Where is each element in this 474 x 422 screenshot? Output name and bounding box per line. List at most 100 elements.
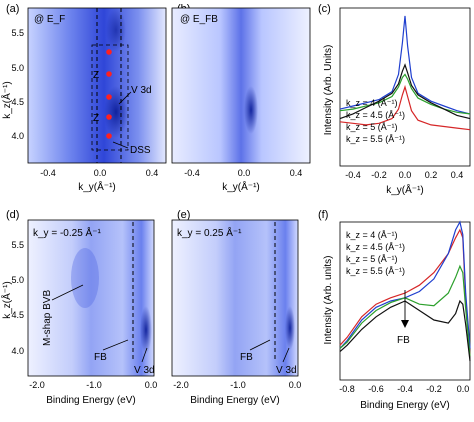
panel-f-xtick: -0.6 bbox=[368, 384, 384, 394]
panel-a-marker bbox=[106, 94, 112, 100]
panel-label-c: (c) bbox=[318, 3, 331, 15]
panel-e-hotspot bbox=[285, 306, 295, 350]
panel-b-xlabel: k_y(Å⁻¹) bbox=[222, 180, 260, 193]
panel-f: k_z = 4 (Å⁻¹) k_z = 4.5 (Å⁻¹) k_z = 5 (Å⁻¹… bbox=[323, 220, 471, 411]
panel-e-xtick: 0.0 bbox=[289, 380, 302, 390]
panel-c-xtick: 0.2 bbox=[425, 170, 438, 180]
panel-a-note: @ E_F bbox=[34, 14, 65, 25]
panel-a-marker bbox=[106, 71, 112, 77]
panel-b-plot-area bbox=[171, 7, 311, 164]
series-line-3 bbox=[339, 299, 471, 362]
series-line-1 bbox=[339, 220, 471, 349]
legend-entry-3: k_z = 5.5 (Å⁻¹) bbox=[346, 134, 405, 144]
panel-f-legend: k_z = 4 (Å⁻¹) k_z = 4.5 (Å⁻¹) k_z = 5 (Å⁻¹… bbox=[346, 230, 405, 276]
panel-c-xlabel: k_y(Å⁻¹) bbox=[386, 183, 424, 196]
panel-a-bracket-box bbox=[91, 44, 129, 151]
panel-label-e: (e) bbox=[177, 209, 190, 221]
panel-e-xtick: -1.0 bbox=[230, 380, 246, 390]
panel-e-fb-pointer bbox=[249, 339, 271, 351]
legend-entry-2: k_z = 5 (Å⁻¹) bbox=[346, 122, 398, 132]
panel-d-band bbox=[71, 248, 99, 308]
series-line-2 bbox=[339, 264, 471, 357]
panel-d-note: k_y = -0.25 Å⁻¹ bbox=[33, 226, 101, 239]
panel-a-marker bbox=[106, 114, 112, 120]
panel-f-annotation-fb: FB bbox=[397, 335, 410, 346]
panel-c-xtick: -0.4 bbox=[345, 170, 361, 180]
panel-d-xtick: -2.0 bbox=[29, 380, 45, 390]
panel-b-xtick: 0.4 bbox=[290, 168, 303, 178]
panel-label-a: (a) bbox=[6, 3, 19, 15]
panel-d-xtick: 0.0 bbox=[145, 380, 158, 390]
panel-e-v3d-pointer bbox=[282, 347, 290, 363]
panel-label-d: (d) bbox=[6, 209, 19, 221]
panel-e-plot-area bbox=[171, 219, 299, 377]
panel-a-xtick: 0.0 bbox=[94, 168, 107, 178]
panel-d-v3d-pointer bbox=[141, 347, 148, 363]
panel-e: k_y = 0.25 Å⁻¹ FB V 3d -2.0 -1.0 0.0 Bin… bbox=[171, 219, 302, 406]
panel-a-annotation-z-lower: Z bbox=[93, 113, 99, 124]
panel-d-ylabel: k_z(Å⁻¹) bbox=[0, 281, 13, 319]
panel-f-xlabel: Binding Energy (eV) bbox=[360, 400, 450, 411]
panel-e-annotation-v3d: V 3d bbox=[276, 365, 297, 376]
panel-c-xtick: -0.2 bbox=[371, 170, 387, 180]
panel-f-fb-arrowhead bbox=[401, 320, 409, 328]
panel-a-xtick: 0.4 bbox=[146, 168, 159, 178]
panel-d-bvb-pointer bbox=[51, 284, 84, 301]
panel-f-xtick: -0.2 bbox=[426, 384, 442, 394]
panel-a-xtick: -0.4 bbox=[40, 168, 56, 178]
panel-b-xtick: 0.0 bbox=[238, 168, 251, 178]
panel-a-ylabel: k_z(Å⁻¹) bbox=[0, 81, 13, 119]
panel-e-xlabel: Binding Energy (eV) bbox=[190, 395, 280, 406]
panel-a-marker bbox=[106, 133, 112, 139]
panel-a: @ E_F Z Z V 3d DSS 5.5 5.0 4.5 4.0 -0.4 … bbox=[0, 7, 167, 193]
panel-b-hotspot bbox=[244, 86, 258, 134]
panel-d-annotation-bvb: M-shap BVB bbox=[42, 290, 53, 346]
panel-b-xtick: -0.4 bbox=[184, 168, 200, 178]
series-line-0 bbox=[339, 84, 471, 131]
legend-entry-0: k_z = 4 (Å⁻¹) bbox=[346, 230, 398, 240]
panel-d-xtick: -1.0 bbox=[86, 380, 102, 390]
legend-entry-2: k_z = 5 (Å⁻¹) bbox=[346, 254, 398, 264]
panel-d: k_y = -0.25 Å⁻¹ M-shap BVB FB V 3d 5.5 5… bbox=[0, 219, 158, 406]
panel-a-v3d-pointer bbox=[118, 91, 132, 105]
panel-a-marker bbox=[106, 49, 112, 55]
panel-a-dss-pointer bbox=[112, 141, 129, 149]
panel-b-note: @ E_FB bbox=[180, 14, 218, 25]
legend-entry-1: k_z = 4.5 (Å⁻¹) bbox=[346, 242, 405, 252]
panel-e-xtick: -2.0 bbox=[173, 380, 189, 390]
panel-d-ytick: 5.5 bbox=[11, 240, 24, 250]
panel-f-xtick: 0.0 bbox=[457, 384, 470, 394]
panel-d-ytick: 4.0 bbox=[11, 346, 24, 356]
panel-e-annotation-fb: FB bbox=[240, 352, 253, 363]
panel-c-xtick: 0.4 bbox=[451, 170, 464, 180]
panel-c-legend: k_z = 4 (Å⁻¹) k_z = 4.5 (Å⁻¹) k_z = 5 (Å⁻¹… bbox=[346, 98, 405, 144]
panel-d-hotspot bbox=[140, 306, 152, 354]
panel-c: k_z = 4 (Å⁻¹) k_z = 4.5 (Å⁻¹) k_z = 5 (Å⁻¹… bbox=[323, 7, 471, 196]
legend-entry-3: k_z = 5.5 (Å⁻¹) bbox=[346, 266, 405, 276]
panel-e-note: k_y = 0.25 Å⁻¹ bbox=[177, 226, 242, 239]
panel-c-xtick: 0.0 bbox=[399, 170, 412, 180]
panel-a-hotspot bbox=[104, 86, 128, 138]
series-line-3 bbox=[339, 63, 471, 120]
panel-b: @ E_FB -0.4 0.0 0.4 k_y(Å⁻¹) bbox=[171, 7, 311, 193]
panel-a-ytick: 4.5 bbox=[11, 97, 24, 107]
panel-a-annotation-dss: DSS bbox=[130, 145, 151, 156]
panel-c-lines bbox=[339, 15, 471, 131]
legend-entry-0: k_z = 4 (Å⁻¹) bbox=[346, 98, 398, 108]
panel-a-xlabel: k_y(Å⁻¹) bbox=[78, 180, 116, 193]
panel-f-xtick: -0.8 bbox=[339, 384, 355, 394]
panel-f-xtick: -0.4 bbox=[397, 384, 413, 394]
panel-a-ytick: 5.0 bbox=[11, 63, 24, 73]
panel-d-ytick: 4.5 bbox=[11, 310, 24, 320]
panel-a-ytick: 4.0 bbox=[11, 131, 24, 141]
series-line-1 bbox=[339, 15, 471, 115]
panel-a-annotation-z-upper: Z bbox=[93, 70, 99, 81]
panel-a-ytick: 5.5 bbox=[11, 28, 24, 38]
panel-d-annotation-v3d: V 3d bbox=[134, 365, 155, 376]
panel-d-fb-pointer bbox=[102, 339, 129, 351]
legend-entry-1: k_z = 4.5 (Å⁻¹) bbox=[346, 110, 405, 120]
panel-d-xlabel: Binding Energy (eV) bbox=[46, 395, 136, 406]
panel-label-f: (f) bbox=[318, 209, 328, 221]
panel-f-lines bbox=[339, 220, 471, 362]
